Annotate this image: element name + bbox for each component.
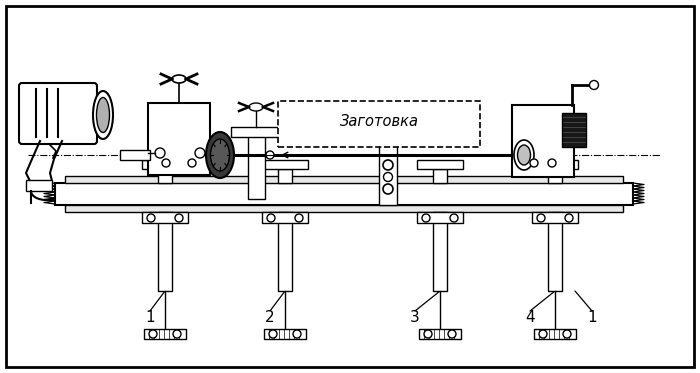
Bar [278,169,292,183]
Bar [433,212,447,291]
Bar [562,113,586,147]
Bar [419,329,461,339]
Bar [148,103,210,175]
Bar [363,125,413,135]
Bar [417,212,463,223]
Bar [231,127,281,137]
Circle shape [448,330,456,338]
Circle shape [149,330,157,338]
Circle shape [175,214,183,222]
Bar [433,169,447,183]
Text: 1: 1 [145,310,155,326]
Bar [144,329,186,339]
Ellipse shape [93,91,113,139]
Circle shape [422,214,430,222]
Text: 1: 1 [587,310,597,326]
Circle shape [539,330,547,338]
Bar [142,212,188,223]
Text: 3: 3 [410,310,420,326]
Circle shape [188,159,196,167]
Ellipse shape [249,103,263,111]
Circle shape [530,159,538,167]
Circle shape [537,214,545,222]
Circle shape [589,81,598,90]
Bar [417,160,463,169]
Bar [262,212,308,223]
Bar [262,160,308,169]
Circle shape [162,159,170,167]
Bar [158,212,172,291]
Bar [65,205,623,212]
Bar [278,212,292,291]
Bar [248,129,265,199]
Text: 2: 2 [265,310,275,326]
Circle shape [155,148,165,158]
Bar [512,105,574,177]
Ellipse shape [211,139,230,171]
Circle shape [173,330,181,338]
Bar [120,150,150,160]
Bar [379,127,397,205]
Circle shape [267,214,275,222]
Circle shape [424,330,432,338]
Text: Заготовка: Заготовка [340,115,419,129]
Circle shape [147,214,155,222]
Ellipse shape [206,132,234,178]
Bar [55,183,633,205]
Bar [65,176,623,183]
Bar [142,160,188,169]
FancyBboxPatch shape [19,83,97,144]
Circle shape [563,330,571,338]
Bar [158,169,172,183]
Text: 4: 4 [525,310,535,326]
Bar [548,212,562,291]
Circle shape [383,160,393,170]
Bar [278,101,480,147]
Circle shape [195,148,205,158]
Bar [548,169,562,183]
Circle shape [384,172,393,182]
Ellipse shape [172,75,186,83]
Circle shape [269,330,277,338]
Bar [532,212,578,223]
Bar [532,160,578,169]
Ellipse shape [517,145,531,165]
Circle shape [266,151,274,159]
Circle shape [548,159,556,167]
Bar [264,329,306,339]
Circle shape [565,214,573,222]
Bar [534,329,576,339]
Circle shape [450,214,458,222]
Circle shape [293,330,301,338]
Circle shape [295,214,303,222]
Circle shape [383,184,393,194]
Bar [26,180,52,191]
Ellipse shape [97,97,109,132]
Ellipse shape [514,140,534,170]
